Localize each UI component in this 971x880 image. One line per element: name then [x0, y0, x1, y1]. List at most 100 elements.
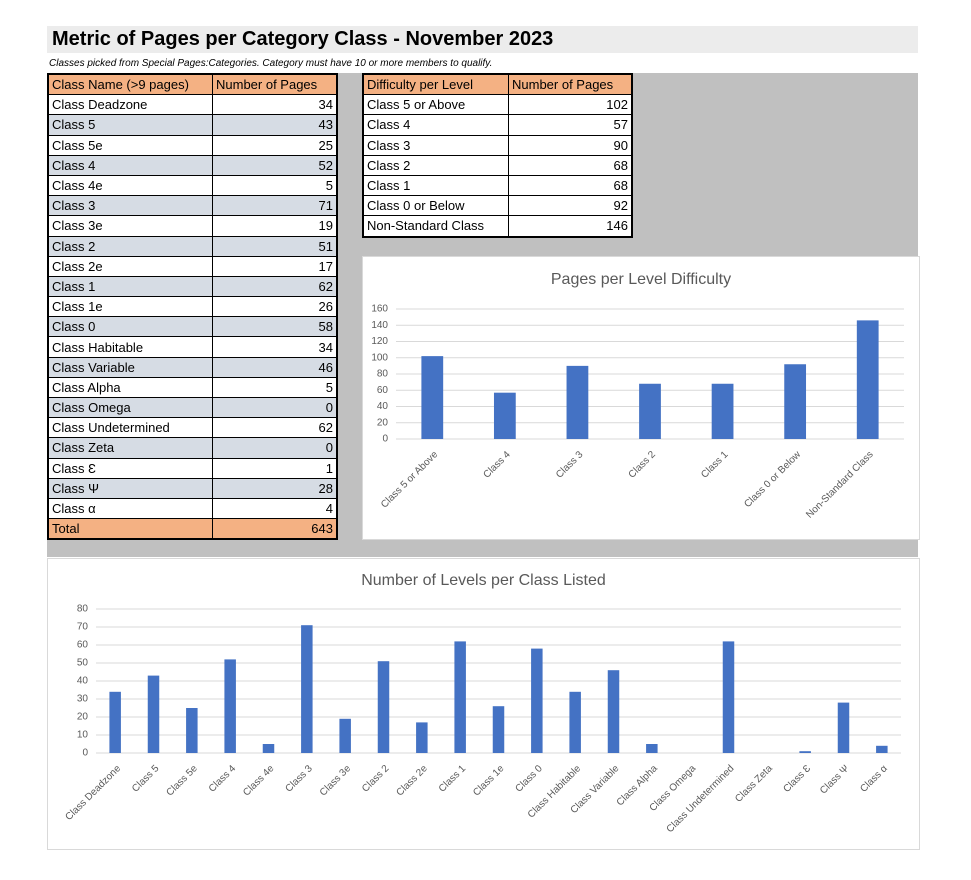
x-tick-label: Class 3: [554, 449, 586, 481]
table-cell: 5: [212, 174, 338, 197]
table-cell: Class 3: [47, 195, 213, 217]
table-cell: Number of Pages: [508, 73, 633, 96]
table-row: Class 0 or Below 92: [362, 195, 633, 217]
table-cell: 102: [508, 94, 633, 116]
x-tick-label: Class Zeta: [733, 763, 775, 805]
bar: [711, 383, 734, 439]
x-tick-label: Class α: [858, 763, 890, 795]
y-tick-label: 100: [371, 352, 388, 363]
table-cell: 1: [212, 457, 338, 479]
table-row: Class Alpha 5: [47, 376, 338, 399]
chart: Number of Levels per Class Listed 0 10 20 30…: [47, 558, 920, 850]
table-cell: Class 5e: [47, 134, 213, 156]
y-tick-label: 80: [77, 604, 89, 615]
table-cell: 68: [508, 154, 633, 176]
x-tick-label: Class 1: [437, 763, 469, 795]
bar: [856, 320, 879, 439]
bar: [147, 675, 160, 753]
x-tick-label: Class 2e: [395, 763, 431, 799]
table-row: Class 2 51: [47, 235, 338, 257]
table-cell: 0: [212, 437, 338, 459]
table-row: Class Undetermined 62: [47, 417, 338, 439]
table-row: Class 3e 19: [47, 215, 338, 237]
bar: [301, 625, 313, 753]
bar: [722, 641, 735, 753]
table-cell: Class Ψ: [47, 477, 213, 499]
table-row: Class Variable 46: [47, 356, 338, 378]
table-row: Class 0 58: [47, 316, 338, 338]
table-cell: 0: [212, 396, 338, 419]
table-cell: Non-Standard Class: [362, 215, 509, 237]
bar: [454, 641, 466, 753]
table-cell: 4: [212, 497, 338, 520]
table-row: Class Omega 0: [47, 396, 338, 419]
table-row: Class 4e 5: [47, 174, 338, 197]
table-cell: Class 5 or Above: [362, 94, 509, 116]
bar: [799, 751, 811, 753]
table-cell: 68: [508, 174, 633, 197]
y-tick-label: 160: [371, 304, 388, 315]
x-tick-label: Class 4e: [241, 763, 277, 799]
x-tick-label: Class 1: [699, 449, 731, 481]
table-cell: 19: [212, 215, 338, 237]
bar: [493, 392, 516, 439]
table-row: Class 5 or Above 102: [362, 94, 633, 116]
table-cell: Class 1e: [47, 296, 213, 318]
table-cell: 28: [212, 477, 338, 499]
table-cell: Class 1: [47, 275, 213, 298]
y-tick-label: 20: [77, 712, 89, 723]
y-tick-label: 10: [77, 730, 89, 741]
bar: [377, 661, 390, 753]
table-row: Class 2e 17: [47, 255, 338, 277]
x-tick-label: Class Undetermined: [665, 763, 737, 835]
bar: [607, 670, 620, 753]
y-tick-label: 20: [377, 417, 389, 428]
y-tick-label: 40: [377, 401, 389, 412]
x-tick-label: Class 0: [513, 763, 545, 795]
table-row: Class 5 43: [47, 114, 338, 136]
bar: [639, 383, 661, 439]
bar: [784, 364, 807, 439]
table-cell: Class 2: [47, 235, 213, 257]
table-cell: 62: [212, 275, 338, 298]
table-cell: Class Omega: [47, 396, 213, 419]
difficulty-table: Difficulty per Level Number of Pages Class…: [362, 73, 633, 238]
table-cell: 34: [212, 336, 338, 358]
table-cell: Class 2e: [47, 255, 213, 277]
table-cell: 26: [212, 296, 338, 318]
bar: [186, 708, 198, 753]
table-row: Class 1e 26: [47, 296, 338, 318]
bar: [876, 745, 888, 753]
table-cell: Class Zeta: [47, 437, 213, 459]
y-tick-label: 0: [382, 434, 388, 445]
table-cell: 34: [212, 94, 338, 116]
bar: [646, 744, 658, 753]
x-tick-label: Non-Standard Class: [804, 449, 875, 520]
x-tick-label: Class 0 or Below: [742, 449, 803, 510]
table-cell: 52: [212, 154, 338, 176]
table-cell: Class 4: [47, 154, 213, 176]
table-cell: Class Habitable: [47, 336, 213, 358]
table-row: Class Deadzone 34: [47, 94, 338, 116]
y-tick-label: 60: [77, 640, 89, 651]
table-row: Class 3 71: [47, 195, 338, 217]
y-tick-label: 0: [82, 748, 88, 759]
table-cell: 92: [508, 195, 633, 217]
table-row: Class Ψ 28: [47, 477, 338, 499]
table-row: Class Name (>9 pages) Number of Pages: [47, 73, 338, 96]
table-cell: Class Alpha: [47, 376, 213, 399]
table-cell: Class 0 or Below: [362, 195, 509, 217]
table-cell: Class 1: [362, 174, 509, 197]
x-tick-label: Class 4: [207, 763, 239, 795]
table-cell: Class α: [47, 497, 213, 520]
x-tick-label: Class 4: [481, 449, 513, 481]
table-cell: Class 0: [47, 316, 213, 338]
x-tick-label: Class 5e: [165, 763, 201, 799]
bar: [224, 659, 236, 753]
y-tick-label: 30: [77, 694, 89, 705]
chart: Pages per Level Difficulty 0 20 40 60 80 100 12…: [362, 256, 920, 540]
table-row: Non-Standard Class 146: [362, 215, 633, 237]
